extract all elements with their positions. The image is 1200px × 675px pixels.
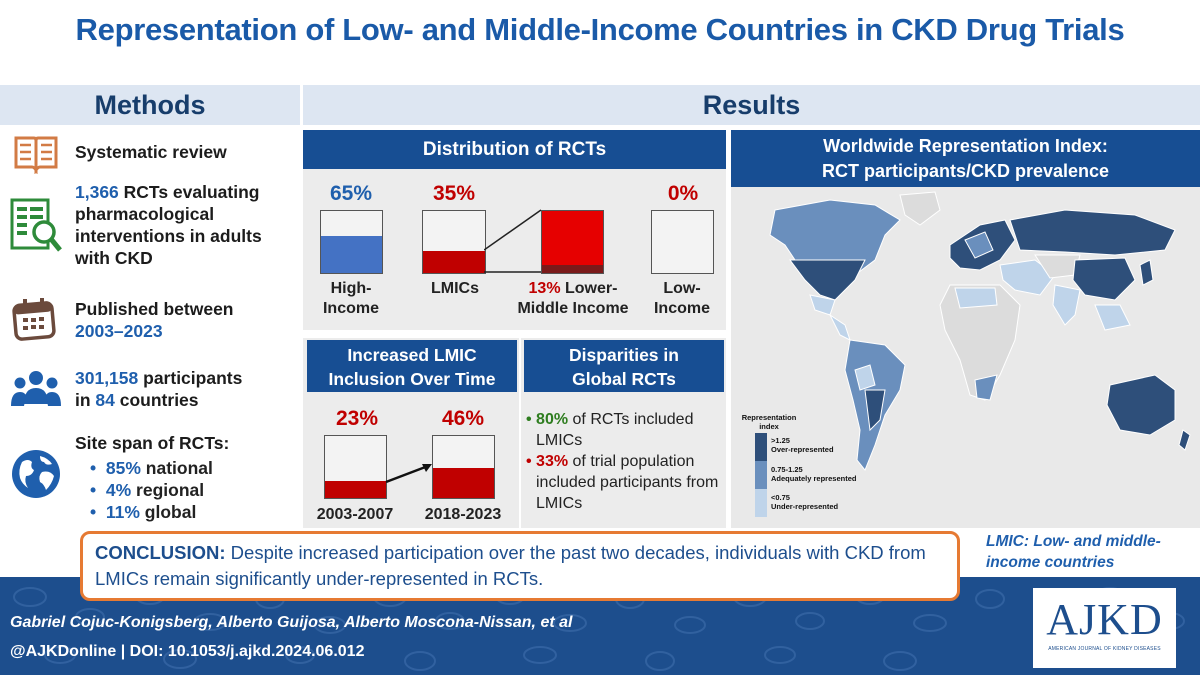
authors: Gabriel Cojuc-Konigsberg, Alberto Guijos…: [10, 614, 573, 631]
method-rct-count: 1,366 RCTs evaluating pharmacological in…: [75, 181, 295, 269]
inclusion-2018-pct: 46%: [441, 407, 485, 430]
high-income-fill: [321, 235, 382, 273]
lmic-connector: [484, 209, 542, 273]
lmic-fill: [423, 251, 485, 273]
lmic-pct: 35%: [432, 182, 476, 205]
inclusion-2003-label: 2003-2007: [316, 506, 394, 523]
high-income-bar: [320, 210, 383, 274]
rct-count-text: RCTs evaluating pharmacological interven…: [75, 182, 262, 268]
inclusion-2003-pct: 23%: [335, 407, 379, 430]
list-item: • 4% regional: [90, 480, 205, 500]
ajkd-logo: AJKD AMERICAN JOURNAL OF KIDNEY DISEASES: [1033, 588, 1176, 668]
list-item: • 85% national: [90, 458, 213, 478]
low-income-label: Low- Income: [653, 280, 710, 317]
map-header: Worldwide Representation Index: RCT part…: [731, 130, 1200, 187]
list-item: • 11% global: [90, 502, 197, 522]
legend-swatch-under: [755, 489, 767, 517]
inclusion-2018-label: 2018-2023: [424, 506, 502, 523]
doi-link[interactable]: @AJKDonline | DOI: 10.1053/j.ajkd.2024.0…: [10, 643, 365, 660]
high-income-pct: 65%: [329, 182, 373, 205]
methods-heading: Methods: [0, 85, 300, 125]
method-participants: 301,158 participants in 84 countries: [75, 368, 243, 410]
method-systematic-review: Systematic review: [75, 142, 227, 162]
document-search-icon: [10, 198, 62, 252]
lower-middle-bar: [541, 210, 604, 274]
conclusion-box: CONCLUSION: Despite increased participat…: [80, 531, 960, 601]
rct-count-value: 1,366: [75, 182, 119, 202]
legend-label-adequate: 0.75-1.25 Adequately represented: [771, 465, 857, 483]
lmic-bar: [422, 210, 486, 274]
countries-value: 84: [95, 390, 115, 410]
inclusion-2003-fill: [325, 480, 386, 498]
disparities-header: Disparities in Global RCTs: [524, 340, 724, 392]
inclusion-2003-bar: [324, 435, 387, 499]
legend-label-under: <0.75 Under-represented: [771, 493, 839, 511]
participants-value: 301,158: [75, 368, 139, 388]
inclusion-2018-fill: [433, 468, 494, 498]
page-title: Representation of Low- and Middle-Income…: [75, 12, 1125, 47]
list-item: • 33% of trial population included parti…: [526, 453, 719, 512]
published-label: Published between: [75, 299, 234, 319]
method-published: Published between 2003–2023: [75, 298, 234, 342]
logo-text: AJKD: [1046, 595, 1163, 644]
lower-middle-label: 13% Lower- Middle Income: [517, 280, 629, 317]
legend-label-over: >1.25 Over-represented: [771, 436, 834, 454]
calendar-icon: [12, 297, 60, 345]
conclusion-label: CONCLUSION:: [95, 542, 226, 563]
disparities-list: • 80% of RCTs included LMICs • 33% of tr…: [524, 409, 726, 514]
published-years: 2003–2023: [75, 321, 163, 341]
legend-title: Representation index: [741, 413, 797, 431]
method-site-span: Site span of RCTs:: [75, 432, 229, 454]
low-income-pct: 0%: [667, 182, 699, 205]
inclusion-header: Increased LMIC Inclusion Over Time: [307, 340, 517, 392]
high-income-label: High- Income: [322, 280, 379, 317]
book-icon: [12, 132, 60, 180]
site-span-list: • 85% national • 4% regional • 11% globa…: [90, 457, 213, 523]
lower-middle-share: [542, 264, 603, 273]
people-icon: [10, 368, 61, 416]
logo-subtitle: AMERICAN JOURNAL OF KIDNEY DISEASES: [1048, 646, 1161, 652]
lmic-definition: LMIC: Low- and middle-income countries: [986, 533, 1161, 571]
legend-swatch-adequate: [755, 461, 767, 489]
lmic-label: LMICs: [431, 280, 479, 297]
conclusion-text: Despite increased participation over the…: [95, 542, 926, 589]
results-heading: Results: [303, 85, 1200, 125]
world-map: [769, 191, 1191, 471]
increase-arrow: [385, 464, 432, 484]
globe-icon: [10, 448, 60, 498]
list-item: • 80% of RCTs included LMICs: [526, 411, 694, 449]
lower-middle-fill: [542, 211, 603, 273]
inclusion-2018-bar: [432, 435, 495, 499]
distribution-header: Distribution of RCTs: [303, 130, 726, 169]
low-income-bar: [651, 210, 714, 274]
site-span-label: Site span of RCTs:: [75, 433, 230, 453]
legend-swatch-over: [755, 433, 767, 461]
